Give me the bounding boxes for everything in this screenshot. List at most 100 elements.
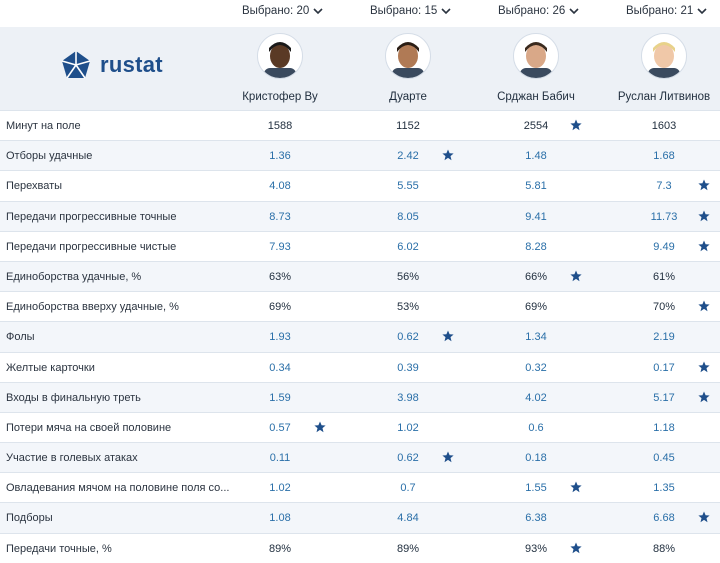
star-icon [314,421,326,433]
metric-label: Передачи прогрессивные точные [6,210,177,223]
avatar [257,33,303,79]
stat-value: 9.49 [653,240,675,253]
table-row: Желтые карточки 0.34 0.39 0.32 0.17 [0,351,720,382]
stat-value: 4.84 [397,512,419,525]
avatar [641,33,687,79]
player-name: Срджан Бабич [497,91,575,103]
player-selector-2[interactable]: Выбрано: 15 [370,5,451,17]
stat-value: 1.59 [269,391,291,404]
stat-value: 8.28 [525,240,547,253]
stat-value: 8.05 [397,210,419,223]
star-icon [442,149,454,161]
metric-label: Минут на поле [6,120,81,132]
stat-value: 7.93 [269,240,291,253]
stat-value: 0.57 [269,421,291,434]
star-icon [698,210,710,222]
stat-value: 1.68 [653,150,675,163]
stat-value: 70% [652,301,676,314]
stat-value: 0.32 [525,361,547,374]
stat-value: 1.93 [269,331,291,344]
stat-value: 0.6 [528,421,544,434]
stat-value: 3.98 [397,391,419,404]
stat-value: 2.42 [397,150,419,163]
table-row: Отборы удачные 1.36 2.42 1.48 1.68 [0,140,720,171]
player-card[interactable]: Руслан Литвинов [604,33,720,103]
stat-value: 66% [524,270,548,283]
stat-value: 1.08 [269,512,291,525]
avatar [385,33,431,79]
stat-value: 1.35 [653,482,675,495]
stat-value: 0.34 [269,361,291,374]
stat-value: 1588 [267,120,293,132]
star-icon [570,481,582,493]
stat-value: 2554 [523,120,549,132]
star-icon [442,451,454,463]
stat-value: 1.02 [269,482,291,495]
logo-text: rustat [100,52,163,77]
stat-value: 8.73 [269,210,291,223]
player-card[interactable]: Кристофер Ву [220,33,340,103]
stat-value: 4.02 [525,391,547,404]
star-icon [570,270,582,282]
stat-value: 93% [524,542,548,555]
rustat-logo[interactable]: rustat [60,49,163,81]
player-card[interactable]: Дуарте [348,33,468,103]
metric-label: Перехваты [6,180,63,193]
stat-value: 89% [396,542,420,555]
selector-label: Выбрано: 26 [498,5,566,17]
star-icon [698,361,710,373]
table-row: Минут на поле 1588 1152 2554 1603 [0,110,720,140]
stat-value: 1.18 [653,421,675,434]
star-icon [570,119,582,131]
stat-value: 1603 [651,120,677,132]
table-row: Перехваты 4.08 5.55 5.81 7.3 [0,170,720,200]
player-name: Руслан Литвинов [617,91,711,103]
stat-value: 6.68 [653,512,675,525]
stat-value: 61% [652,270,676,283]
metric-label: Желтые карточки [6,361,95,374]
metric-label: Потери мяча на своей половине [6,421,172,434]
player-selector-3[interactable]: Выбрано: 26 [498,5,579,17]
chevron-down-icon [441,7,451,14]
table-row: Передачи прогрессивные точные 8.73 8.05 9.4… [0,200,720,231]
player-selector-4[interactable]: Выбрано: 21 [626,5,707,17]
stat-value: 89% [268,542,292,555]
star-icon [698,300,710,312]
metric-label: Участие в голевых атаках [6,452,138,465]
stat-value: 0.45 [653,452,675,465]
chevron-down-icon [313,7,323,14]
stat-value: 4.08 [269,180,291,193]
table-row: Единоборства вверху удачные, % 69% 53% 69% 7… [0,291,720,321]
pentagon-logo-icon [61,51,91,79]
table-row: Потери мяча на своей половине 0.57 1.02 0.6… [0,411,720,442]
stat-value: 6.38 [525,512,547,525]
metric-label: Отборы удачные [6,150,93,163]
table-row: Участие в голевых атаках 0.11 0.62 0.18 0.45 [0,442,720,473]
stat-value: 6.02 [397,240,419,253]
star-icon [698,511,710,523]
player-card[interactable]: Срджан Бабич [476,33,596,103]
star-icon [698,240,710,252]
stat-value: 0.17 [653,361,675,374]
stat-value: 69% [524,301,548,314]
selector-label: Выбрано: 20 [242,5,310,17]
stat-value: 0.18 [525,452,547,465]
star-icon [698,179,710,191]
table-row: Передачи точные, % 89% 89% 93% 88% [0,532,720,563]
stat-value: 0.7 [400,482,416,495]
stat-value: 5.17 [653,391,675,404]
player-selector-1[interactable]: Выбрано: 20 [242,5,323,17]
star-icon [698,391,710,403]
metric-label: Входы в финальную треть [6,391,141,404]
stat-value: 69% [268,301,292,314]
metric-label: Подборы [6,512,53,525]
stat-value: 5.55 [397,180,419,193]
chevron-down-icon [569,7,579,14]
selection-bar: Выбрано: 20 Выбрано: 15 Выбрано: 26 Выбрано… [0,0,720,27]
stat-value: 1.34 [525,331,547,344]
avatar [513,33,559,79]
stat-value: 1.02 [397,421,419,434]
stat-value: 11.73 [650,210,678,223]
table-row: Овладевания мячом на половине поля со...… [0,472,720,502]
table-row: Входы в финальную треть 1.59 3.98 4.02 5.17 [0,381,720,412]
